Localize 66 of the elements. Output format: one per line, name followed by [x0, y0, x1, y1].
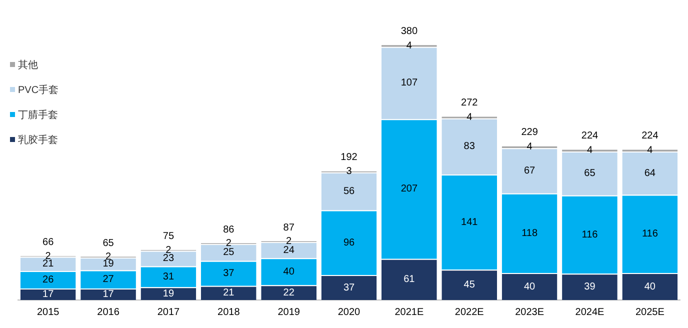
x-tick-label: 2018: [218, 306, 240, 318]
x-tick-label: 2015: [36, 306, 60, 318]
data-label: 45: [464, 280, 476, 291]
x-tick-label: 2024E: [575, 306, 605, 318]
data-label: 37: [223, 268, 235, 280]
legend-label: PVC手套: [18, 84, 59, 96]
data-label: 39: [584, 282, 596, 293]
total-label: 192: [340, 152, 358, 164]
total-label: 229: [521, 127, 538, 138]
x-tick-label: 2021E: [394, 306, 424, 318]
data-label: 56: [343, 186, 355, 198]
data-label: 40: [524, 281, 536, 292]
x-tick-label: 2020: [338, 306, 361, 318]
data-label: 37: [343, 282, 355, 294]
total-label: 86: [223, 224, 235, 236]
x-tick-label: 2017: [157, 306, 180, 318]
data-label: 2: [286, 236, 292, 248]
legend-label: 丁腈手套: [18, 108, 58, 122]
x-tick-label: 2023E: [515, 306, 544, 318]
total-label: 224: [642, 130, 659, 142]
data-label: 96: [343, 237, 355, 248]
total-label: 65: [102, 238, 114, 249]
data-label: 64: [644, 168, 656, 179]
data-label: 23: [162, 253, 174, 264]
data-label: 2: [226, 238, 232, 250]
data-label: 17: [102, 289, 114, 300]
data-label: 22: [283, 287, 295, 298]
data-label: 61: [404, 274, 416, 286]
legend-label: 乳胶手套: [18, 134, 58, 146]
data-label: 21: [42, 258, 54, 270]
data-label: 4: [586, 144, 593, 156]
data-label: 4: [466, 112, 473, 123]
data-label: 31: [162, 271, 174, 282]
data-label: 4: [647, 144, 654, 156]
data-label: 24: [283, 244, 295, 256]
data-label: 107: [400, 78, 418, 89]
x-tick-label: 2019: [278, 306, 300, 318]
total-label: 272: [461, 97, 478, 108]
total-label: 87: [283, 222, 295, 234]
data-label: 116: [642, 228, 658, 240]
data-label: 26: [42, 274, 54, 286]
data-label: 40: [644, 281, 656, 292]
data-label: 116: [582, 229, 598, 240]
data-label: 40: [283, 266, 295, 278]
x-tick-label: 2022E: [454, 306, 484, 318]
data-label: 67: [524, 165, 536, 176]
data-label: 25: [223, 247, 235, 258]
total-label: 380: [400, 26, 418, 37]
x-tick-label: 2025E: [635, 306, 665, 318]
total-label: 66: [42, 237, 54, 248]
data-label: 3: [346, 166, 352, 178]
data-label: 207: [400, 184, 418, 195]
data-label: 17: [42, 289, 54, 300]
data-label: 141: [461, 216, 478, 228]
total-label: 224: [581, 130, 599, 142]
data-label: 4: [526, 142, 533, 153]
data-label: 65: [584, 168, 596, 180]
data-label: 21: [223, 288, 235, 299]
data-label: 118: [522, 228, 538, 239]
total-label: 75: [162, 231, 174, 242]
data-label: 19: [162, 288, 174, 300]
data-label: 83: [464, 141, 476, 152]
x-tick-label: 2016: [97, 306, 120, 318]
data-label: 4: [406, 40, 412, 52]
legend-label: 其他: [18, 58, 38, 72]
data-label: 27: [102, 274, 114, 286]
